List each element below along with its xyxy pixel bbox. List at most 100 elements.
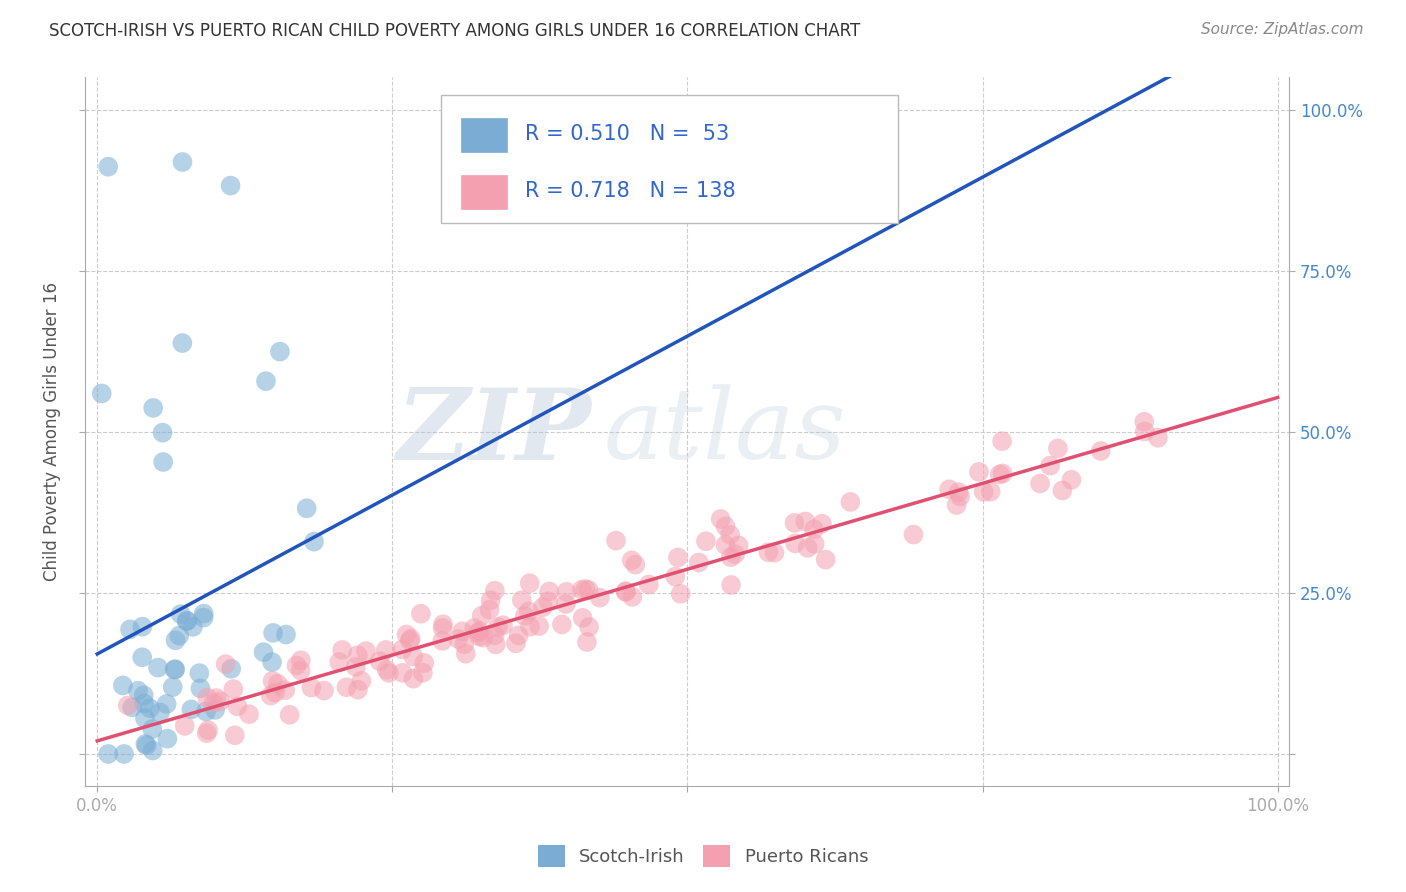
Point bbox=[260, 689, 283, 703]
Point bbox=[669, 587, 692, 601]
Point bbox=[1039, 458, 1062, 473]
Point bbox=[350, 673, 373, 688]
Point bbox=[274, 683, 297, 698]
Point bbox=[714, 519, 737, 533]
Point bbox=[391, 665, 413, 680]
Point bbox=[375, 663, 398, 677]
Point bbox=[432, 633, 454, 648]
Text: SCOTCH-IRISH VS PUERTO RICAN CHILD POVERTY AMONG GIRLS UNDER 16 CORRELATION CHAR: SCOTCH-IRISH VS PUERTO RICAN CHILD POVER… bbox=[49, 22, 860, 40]
Point bbox=[811, 516, 834, 531]
Point bbox=[578, 582, 600, 597]
Point bbox=[172, 336, 194, 351]
Point bbox=[142, 401, 165, 415]
Point bbox=[285, 658, 308, 673]
Point bbox=[413, 656, 436, 670]
Point bbox=[903, 527, 925, 541]
Point bbox=[412, 665, 434, 680]
Point bbox=[262, 626, 284, 640]
Point bbox=[1147, 431, 1170, 445]
Point bbox=[172, 155, 194, 169]
Point bbox=[453, 637, 475, 651]
Point bbox=[479, 593, 502, 607]
Point bbox=[254, 374, 277, 388]
Point bbox=[368, 654, 391, 668]
Point bbox=[290, 653, 312, 667]
Point bbox=[167, 629, 190, 643]
Point bbox=[176, 614, 198, 628]
Point bbox=[785, 536, 807, 550]
Text: atlas: atlas bbox=[603, 384, 846, 479]
Point bbox=[402, 649, 425, 664]
Point bbox=[948, 485, 970, 500]
Point bbox=[492, 618, 515, 632]
Point bbox=[132, 688, 155, 702]
Text: R = 0.718   N = 138: R = 0.718 N = 138 bbox=[524, 181, 735, 201]
Point bbox=[508, 628, 530, 642]
Point bbox=[131, 620, 153, 634]
Point bbox=[395, 627, 418, 641]
Point bbox=[195, 690, 218, 705]
Point bbox=[118, 623, 141, 637]
Point bbox=[163, 663, 186, 677]
Point bbox=[209, 694, 232, 708]
Point bbox=[195, 726, 218, 740]
Point bbox=[374, 643, 396, 657]
Point bbox=[578, 620, 600, 634]
Point bbox=[224, 728, 246, 742]
Point bbox=[519, 576, 541, 591]
Point bbox=[134, 711, 156, 725]
Point bbox=[165, 633, 187, 648]
FancyBboxPatch shape bbox=[461, 175, 506, 209]
Point bbox=[614, 585, 637, 599]
Point bbox=[205, 691, 228, 706]
Point bbox=[111, 678, 134, 692]
Point bbox=[169, 607, 191, 621]
Point bbox=[468, 629, 491, 643]
Point bbox=[330, 643, 353, 657]
Point bbox=[949, 490, 972, 504]
Point bbox=[555, 597, 578, 611]
Point bbox=[637, 577, 659, 591]
Point bbox=[346, 648, 368, 663]
Point bbox=[197, 723, 219, 738]
Point bbox=[505, 636, 527, 650]
Point bbox=[621, 590, 644, 604]
Point bbox=[193, 610, 215, 624]
Point bbox=[938, 483, 960, 497]
Point bbox=[328, 655, 350, 669]
Point bbox=[195, 705, 218, 719]
Point bbox=[991, 467, 1014, 481]
Point bbox=[219, 178, 242, 193]
Point bbox=[252, 645, 274, 659]
Point bbox=[991, 434, 1014, 449]
Point bbox=[758, 545, 780, 559]
Point bbox=[454, 647, 477, 661]
Point bbox=[571, 582, 593, 597]
Point bbox=[378, 665, 401, 680]
Point bbox=[180, 702, 202, 716]
Point bbox=[574, 582, 596, 596]
Point bbox=[471, 608, 494, 623]
Point bbox=[589, 591, 612, 605]
Point bbox=[485, 637, 508, 651]
Point bbox=[796, 541, 818, 555]
Point bbox=[468, 624, 491, 638]
Point bbox=[537, 594, 560, 608]
Point bbox=[193, 607, 215, 621]
Point bbox=[290, 664, 312, 678]
Point bbox=[204, 703, 226, 717]
Point bbox=[555, 585, 578, 599]
Point bbox=[135, 739, 157, 753]
Point bbox=[238, 707, 260, 722]
Point bbox=[1029, 476, 1052, 491]
Point bbox=[486, 620, 509, 634]
Point bbox=[312, 683, 335, 698]
Point bbox=[527, 619, 550, 633]
Point bbox=[472, 631, 495, 645]
Point bbox=[188, 666, 211, 681]
Point bbox=[620, 553, 643, 567]
Point bbox=[571, 611, 593, 625]
Point bbox=[695, 534, 717, 549]
Point bbox=[1060, 473, 1083, 487]
Point bbox=[117, 698, 139, 713]
